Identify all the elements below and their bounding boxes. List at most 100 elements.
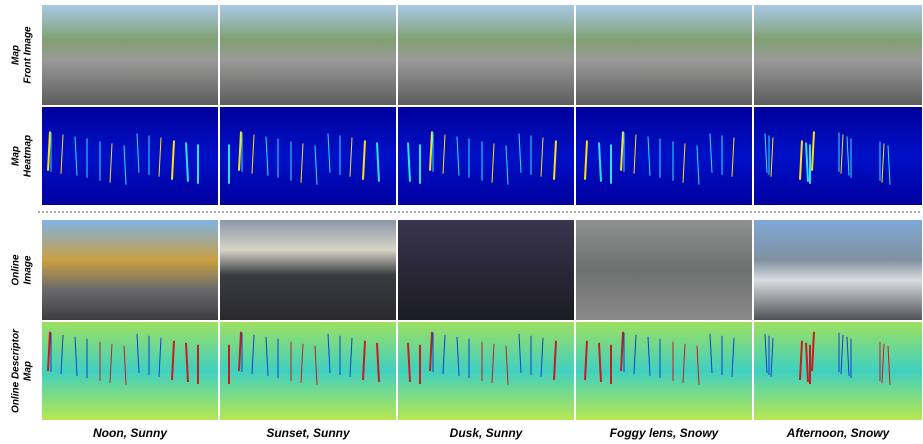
streak (881, 343, 885, 384)
streak (109, 343, 113, 384)
image-cell (220, 220, 396, 320)
image-cell (220, 107, 396, 205)
image-cell (576, 322, 752, 420)
image-cell (42, 322, 218, 420)
image-cell (398, 107, 574, 205)
streak (407, 342, 411, 383)
image-cell (754, 5, 922, 105)
row-label: Image (23, 255, 34, 284)
streak (584, 340, 588, 381)
streak (846, 136, 850, 176)
streak (47, 131, 51, 171)
streak (770, 337, 774, 378)
streak (185, 342, 189, 383)
streak (158, 337, 162, 378)
streak (553, 140, 557, 180)
streak (60, 334, 64, 375)
streak (770, 137, 774, 177)
streak (840, 334, 844, 375)
streak (74, 336, 78, 377)
streak (731, 137, 735, 177)
streak (633, 334, 637, 375)
row-label: Map (11, 146, 22, 166)
streak (238, 131, 242, 171)
row-label: Heatmap (23, 135, 34, 177)
image-cell (220, 5, 396, 105)
streak (60, 134, 64, 174)
streak (540, 337, 544, 378)
streak (696, 145, 700, 185)
image-cell (398, 322, 574, 420)
streak (811, 331, 815, 372)
streak (696, 345, 700, 386)
row-label: Online (11, 254, 22, 286)
streak (846, 336, 850, 377)
streak (881, 143, 885, 183)
image-cell (754, 322, 922, 420)
streak (682, 343, 686, 384)
row-label: Online Descriptor (11, 328, 22, 413)
image-cell (42, 220, 218, 320)
streak (300, 343, 304, 384)
streak (429, 131, 433, 171)
streak (136, 333, 140, 374)
streak (407, 142, 411, 182)
streak (314, 345, 318, 386)
column-caption: Noon, Sunny (93, 426, 168, 440)
streak (647, 336, 651, 377)
streak (158, 137, 162, 177)
streak (300, 143, 304, 183)
streak (251, 334, 255, 375)
streak (362, 340, 366, 381)
streak (238, 331, 242, 372)
column-caption: Afternoon, Snowy (786, 426, 891, 440)
image-cell (576, 220, 752, 320)
streak (456, 136, 460, 176)
streak (709, 333, 713, 374)
streak (314, 145, 318, 185)
image-cell (220, 322, 396, 420)
streak (442, 334, 446, 375)
streak (171, 340, 175, 381)
streak (74, 136, 78, 176)
streak (265, 336, 269, 377)
streak (109, 143, 113, 183)
streak (553, 340, 557, 381)
streak (811, 131, 815, 171)
streak (265, 136, 269, 176)
streak (47, 331, 51, 372)
row-label: Map (11, 45, 22, 65)
streak (805, 342, 809, 383)
streak (518, 333, 522, 374)
streak (376, 342, 380, 383)
image-cell (754, 220, 922, 320)
streak (327, 133, 331, 173)
streak (709, 133, 713, 173)
streak (598, 142, 602, 182)
row-label: Front Image (23, 26, 34, 84)
image-cell (398, 220, 574, 320)
column-caption: Foggy lens, Snowy (610, 426, 720, 440)
row-label: Map (23, 361, 34, 381)
streak (584, 140, 588, 180)
streak (136, 133, 140, 173)
streak (491, 343, 495, 384)
streak (185, 142, 189, 182)
streak (491, 143, 495, 183)
streak (123, 145, 127, 185)
image-cell (576, 107, 752, 205)
streak (456, 336, 460, 377)
column-caption: Sunset, Sunny (266, 426, 351, 440)
streak (731, 337, 735, 378)
streak (349, 137, 353, 177)
streak (887, 345, 891, 386)
streak (633, 134, 637, 174)
streak (251, 134, 255, 174)
streak (540, 137, 544, 177)
streak (327, 333, 331, 374)
streak (505, 145, 509, 185)
streak (840, 134, 844, 174)
image-cell (42, 107, 218, 205)
streak (518, 133, 522, 173)
